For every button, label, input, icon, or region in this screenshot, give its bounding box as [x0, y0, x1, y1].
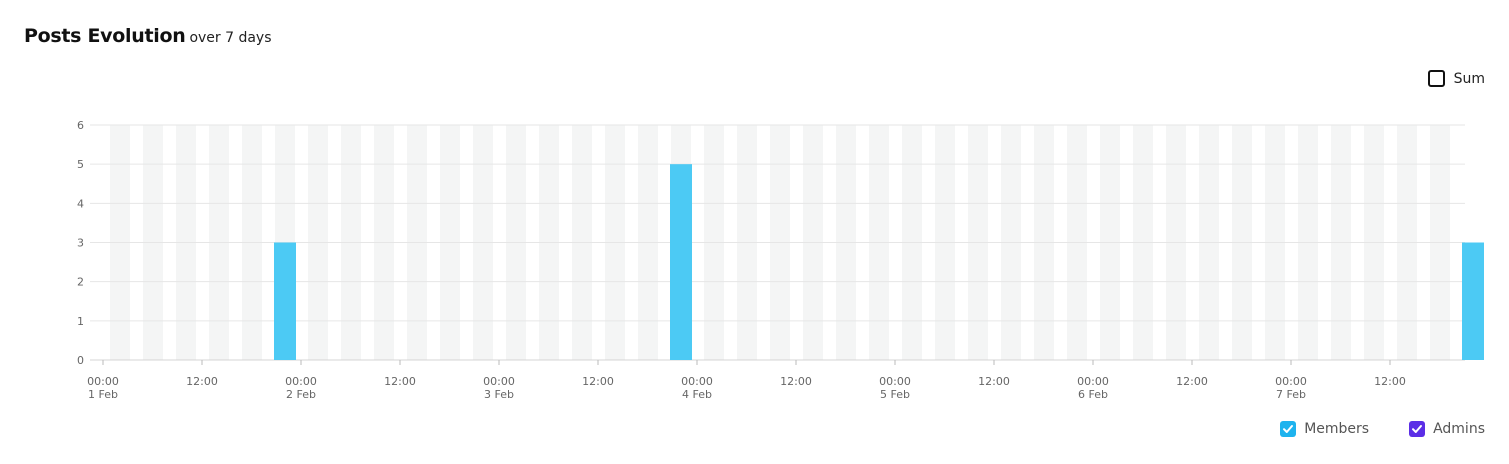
y-tick-label: 1 [77, 315, 84, 328]
bar-members [274, 242, 296, 360]
chart-subtitle: over 7 days [189, 30, 272, 46]
x-tick-label: 12:00 [780, 375, 812, 388]
sum-label: Sum [1453, 70, 1485, 87]
x-tick-label: 12:00 [582, 375, 614, 388]
x-tick-label: 12:00 [186, 375, 218, 388]
x-tick-label: 00:00 [87, 375, 119, 388]
legend-item-admins[interactable]: Admins [1409, 421, 1485, 437]
x-tick-label: 00:00 [483, 375, 515, 388]
x-tick-label: 00:00 [285, 375, 317, 388]
y-tick-label: 6 [77, 119, 84, 132]
x-tick-date-label: 7 Feb [1276, 388, 1306, 401]
x-tick-date-label: 1 Feb [88, 388, 118, 401]
x-tick-date-label: 2 Feb [286, 388, 316, 401]
sum-checkbox[interactable] [1427, 70, 1445, 87]
y-tick-label: 0 [77, 354, 84, 367]
x-tick-label: 00:00 [1275, 375, 1307, 388]
chart-title: Posts Evolution [24, 25, 186, 47]
x-tick-date-label: 3 Feb [484, 388, 514, 401]
legend-label-admins: Admins [1433, 421, 1485, 437]
x-tick-date-label: 5 Feb [880, 388, 910, 401]
members-checkbox[interactable] [1280, 421, 1297, 437]
x-tick-label: 00:00 [681, 375, 713, 388]
checkmark-icon [1283, 425, 1294, 433]
bar-members [670, 164, 692, 360]
legend-label-members: Members [1304, 421, 1370, 437]
x-tick-date-label: 4 Feb [682, 388, 712, 401]
x-tick-label: 12:00 [1176, 375, 1208, 388]
y-tick-label: 3 [77, 237, 84, 250]
admins-checkbox[interactable] [1409, 421, 1426, 437]
chart-header: Posts Evolution over 7 days [24, 25, 272, 47]
y-tick-label: 5 [77, 158, 84, 171]
sum-toggle[interactable]: Sum [1427, 70, 1485, 87]
x-tick-label: 12:00 [384, 375, 416, 388]
legend-item-members[interactable]: Members [1280, 421, 1369, 437]
chart-legend: Members Admins [1240, 421, 1485, 437]
checkmark-icon [1412, 425, 1423, 433]
x-tick-label: 00:00 [879, 375, 911, 388]
x-tick-label: 12:00 [1374, 375, 1406, 388]
x-tick-date-label: 6 Feb [1078, 388, 1108, 401]
y-tick-label: 2 [77, 276, 84, 289]
bar-members [1462, 242, 1484, 360]
x-tick-label: 12:00 [978, 375, 1010, 388]
x-tick-label: 00:00 [1077, 375, 1109, 388]
y-tick-label: 4 [77, 197, 84, 210]
